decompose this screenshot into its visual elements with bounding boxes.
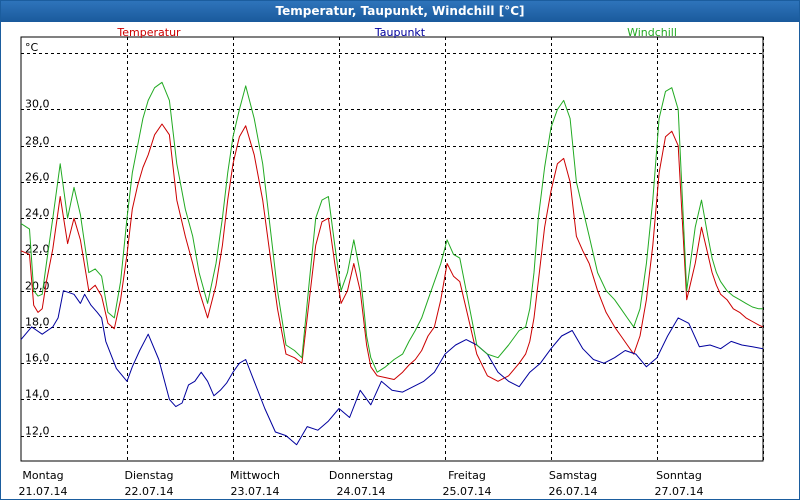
y-tick-label: 14,0 (25, 388, 50, 401)
x-tick-date-label: 21.07.14 (19, 485, 68, 498)
y-tick-label: 24,0 (25, 207, 50, 220)
series-lines (20, 81, 764, 446)
y-tick-label: 18,0 (25, 316, 50, 329)
y-tick-label: 12,0 (25, 425, 50, 438)
y-axis-unit-label: °C (25, 41, 39, 54)
x-tick-day-label: Freitag (448, 469, 486, 482)
series-line-taupunkt (20, 290, 764, 446)
x-tick-date-label: 22.07.14 (125, 485, 174, 498)
series-line-windchill (20, 81, 763, 373)
gridlines (21, 37, 764, 461)
legend-label-windchill: Windchill (627, 26, 677, 39)
x-tick-day-label: Dienstag (124, 469, 173, 482)
x-tick-day-label: Montag (22, 469, 63, 482)
x-axis-ticks: Montag 21.07.14 Dienstag 22.07.14 Mittwoch 23… (19, 469, 704, 498)
legend-label-taupunkt: Taupunkt (374, 26, 426, 39)
x-tick-date-label: 25.07.14 (443, 485, 492, 498)
y-tick-label: 30,0 (25, 98, 50, 111)
x-tick-day-label: Donnerstag (329, 469, 393, 482)
window-title: Temperatur, Taupunkt, Windchill [°C] (1, 1, 799, 22)
legend: Temperatur Taupunkt Windchill (116, 26, 677, 39)
x-tick-day-label: Samstag (549, 469, 597, 482)
x-tick-day-label: Sonntag (656, 469, 702, 482)
legend-label-temperatur: Temperatur (116, 26, 181, 39)
y-tick-label: 28,0 (25, 135, 50, 148)
series-line-temperatur (20, 123, 764, 382)
x-tick-date-label: 27.07.14 (655, 485, 704, 498)
x-tick-date-label: 26.07.14 (549, 485, 598, 498)
x-tick-day-label: Mittwoch (230, 469, 280, 482)
x-tick-date-label: 23.07.14 (231, 485, 280, 498)
y-tick-label: 26,0 (25, 171, 50, 184)
x-tick-date-label: 24.07.14 (337, 485, 386, 498)
y-tick-label: 16,0 (25, 352, 50, 365)
plot-border (20, 36, 764, 462)
